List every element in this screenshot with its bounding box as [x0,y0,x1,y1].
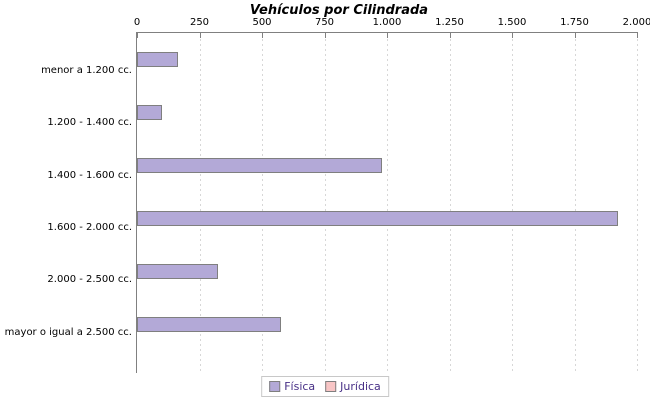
legend-label-juridica: Jurídica [340,380,381,393]
legend-swatch-juridica [325,381,337,392]
bar-fisica [137,316,281,332]
x-tick-label: 2.000 [622,17,650,28]
category-label: 1.400 - 1.600 cc. [47,169,132,181]
x-tick-mark [637,32,638,38]
category-label: 2.000 - 2.500 cc. [47,274,132,286]
x-tick-mark [262,32,263,38]
x-tick-mark [574,32,576,38]
legend-swatch-fisica [269,381,281,392]
gridline [574,39,576,372]
x-tick-label: 500 [252,17,272,28]
x-tick-mark [387,32,388,38]
gridline [199,39,201,372]
legend: Física Jurídica [261,376,389,397]
bar-fisica [137,263,219,279]
legend-item-fisica: Física [269,380,315,393]
x-tick-mark [324,32,326,38]
category-label: 1.200 - 1.400 cc. [47,117,132,129]
legend-label-fisica: Física [284,380,316,393]
gridline [512,39,513,372]
bar-fisica [137,104,162,120]
x-tick-label: 1.000 [372,17,402,28]
category-label: mayor o igual a 2.500 cc. [4,326,132,338]
category-label: menor a 1.200 cc. [41,65,132,76]
x-tick-label: 1.750 [560,17,589,28]
x-tick-mark [199,32,201,38]
x-tick-label: 1.500 [497,17,527,28]
gridline [637,39,638,372]
y-axis-line [136,32,137,373]
gridline [324,39,326,372]
bar-fisica [137,210,619,226]
legend-item-juridica: Jurídica [325,380,381,393]
x-tick-mark [137,32,138,38]
gridline [262,39,263,372]
x-tick-label: 1.250 [435,17,464,28]
x-tick-mark [512,32,513,38]
x-tick-mark [449,32,451,38]
x-tick-label: 750 [314,17,335,28]
x-tick-label: 250 [189,17,210,28]
gridline [387,39,388,372]
bar-fisica [137,157,382,173]
gridline [449,39,451,372]
bar-fisica [137,52,179,67]
chart-title: Vehículos por Cilindrada [249,3,429,18]
category-label: 1.600 - 2.000 cc. [47,221,132,233]
x-tick-label: 0 [133,17,141,28]
